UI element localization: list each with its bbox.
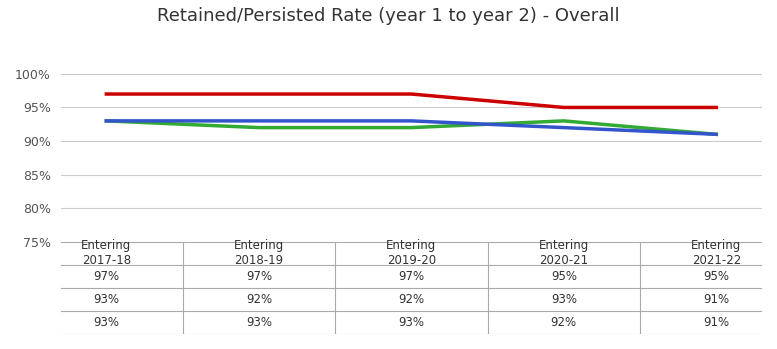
- Text: 93%: 93%: [551, 293, 577, 306]
- Text: 93%: 93%: [93, 293, 120, 306]
- Text: Entering
2019-20: Entering 2019-20: [386, 239, 437, 267]
- Text: 91%: 91%: [703, 293, 730, 306]
- Text: 92%: 92%: [399, 293, 424, 306]
- Text: 92%: 92%: [246, 293, 272, 306]
- Text: 97%: 97%: [399, 270, 424, 283]
- Text: Entering
2018-19: Entering 2018-19: [234, 239, 284, 267]
- Text: Entering
2017-18: Entering 2017-18: [82, 239, 131, 267]
- Text: 93%: 93%: [93, 316, 120, 329]
- Text: 95%: 95%: [703, 270, 730, 283]
- Text: 92%: 92%: [551, 316, 577, 329]
- Text: 93%: 93%: [246, 316, 272, 329]
- Text: 91%: 91%: [703, 316, 730, 329]
- Text: 97%: 97%: [246, 270, 272, 283]
- Text: Retained/Persisted Rate (year 1 to year 2) - Overall: Retained/Persisted Rate (year 1 to year …: [157, 7, 620, 25]
- Text: 97%: 97%: [93, 270, 120, 283]
- Text: 95%: 95%: [551, 270, 577, 283]
- Text: Entering
2021-22: Entering 2021-22: [691, 239, 741, 267]
- Text: Entering
2020-21: Entering 2020-21: [538, 239, 589, 267]
- Text: 93%: 93%: [399, 316, 424, 329]
